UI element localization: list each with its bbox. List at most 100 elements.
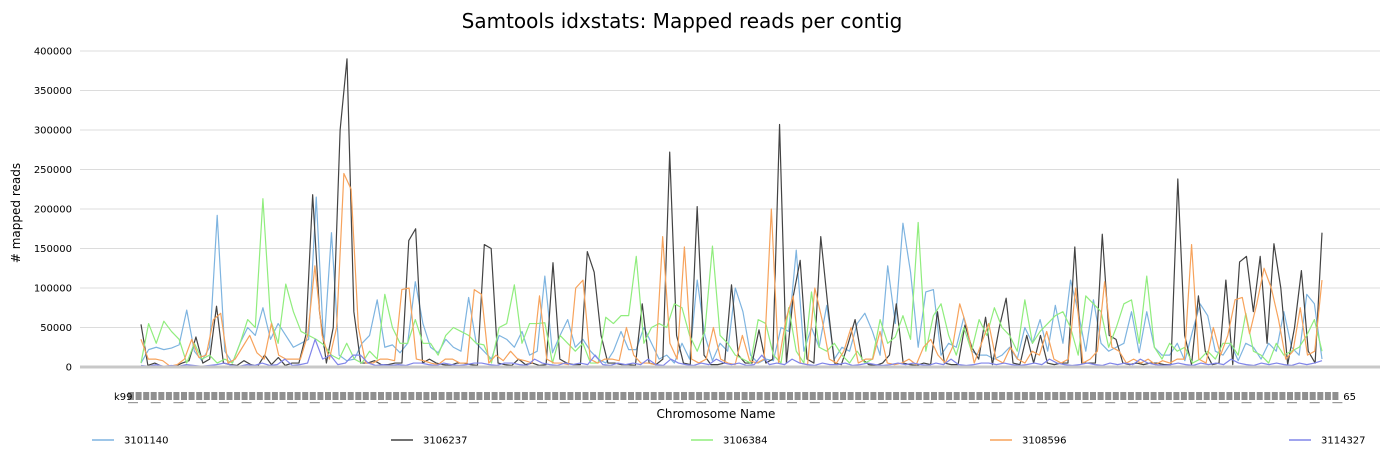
x-tick-label-overlap (461, 392, 468, 400)
x-tick-label-overlap (567, 392, 574, 400)
x-tick-label-overlap (915, 392, 922, 400)
chart-title: Samtools idxstats: Mapped reads per cont… (462, 9, 903, 33)
x-tick-label-overlap (241, 392, 248, 400)
y-tick-label: 150000 (34, 244, 72, 255)
x-tick-label-overlap (256, 392, 263, 400)
x-tick-label-overlap (1218, 402, 1229, 404)
x-tick-label-overlap (1143, 392, 1150, 400)
legend-item-3101140[interactable]: 3101140 (92, 436, 169, 447)
x-tick-label-overlap (491, 392, 498, 400)
x-tick-label-overlap (552, 392, 559, 400)
y-tick-label: 350000 (34, 86, 72, 97)
x-tick-label-overlap (521, 392, 528, 400)
x-tick-label-overlap (1332, 402, 1343, 404)
x-tick-label-overlap (787, 402, 797, 404)
x-tick-label-overlap (1324, 392, 1331, 400)
x-tick-label-overlap (574, 392, 581, 400)
x-tick-label-overlap (946, 392, 953, 400)
x-tick-label-overlap (931, 392, 937, 400)
x-tick-label-overlap (309, 392, 316, 400)
x-tick-label-overlap (1309, 392, 1316, 400)
x-tick-label-overlap (771, 392, 778, 400)
x-tick-label-overlap (590, 392, 597, 400)
x-tick-label-overlap (1029, 392, 1036, 400)
x-tick-label-overlap (514, 402, 525, 404)
x-tick-label-overlap (635, 392, 642, 400)
x-tick-label-overlap (718, 392, 725, 400)
x-tick-label-overlap (658, 392, 665, 400)
x-tick-label-overlap (1127, 392, 1134, 400)
x-tick-label-overlap (1317, 392, 1324, 400)
x-tick-label-overlap (1120, 392, 1127, 400)
series-line-3101140 (140, 196, 1323, 364)
x-tick-label-overlap (423, 392, 430, 400)
x-tick-label-overlap (900, 402, 911, 404)
x-tick-label-overlap (415, 392, 422, 400)
x-tick-label-overlap (628, 392, 634, 400)
x-tick-label-overlap (484, 392, 490, 400)
x-tick-label-overlap (612, 392, 619, 400)
series-line-3108596 (140, 172, 1323, 367)
legend-item-3106384[interactable]: 3106384 (691, 436, 768, 447)
x-tick-label-overlap (234, 392, 241, 400)
x-tick-label-overlap (491, 402, 502, 404)
x-tick-label-overlap (726, 392, 733, 400)
x-tick-label-overlap (877, 402, 888, 404)
legend-item-3114327[interactable]: 3114327 (1289, 436, 1366, 447)
x-tick-label-overlap (150, 402, 161, 404)
x-tick-label-overlap (226, 392, 233, 400)
x-tick-label-overlap (764, 392, 771, 400)
x-tick-label-overlap (287, 402, 298, 404)
x-tick-label-overlap (355, 392, 362, 400)
x-tick-label-overlap (537, 392, 543, 400)
x-tick-label-overlap (506, 392, 513, 400)
x-tick-label-overlap (809, 392, 816, 400)
x-tick-label-overlap (862, 392, 869, 400)
x-tick-label-overlap (294, 392, 301, 400)
y-tick-label: 50000 (40, 323, 72, 334)
x-tick-label-overlap (900, 392, 907, 400)
x-tick-label-overlap (711, 392, 718, 400)
legend-item-3106237[interactable]: 3106237 (391, 436, 468, 447)
x-tick-label-overlap (385, 392, 392, 400)
x-tick-label-overlap (499, 392, 506, 400)
x-tick-label-overlap (400, 392, 407, 400)
x-tick-label-overlap (476, 392, 483, 400)
x-tick-label-overlap (378, 392, 384, 400)
x-tick-label-overlap (1249, 392, 1256, 400)
x-tick-label-overlap (673, 402, 684, 404)
legend-item-3108596[interactable]: 3108596 (990, 436, 1067, 447)
x-tick-label-overlap (446, 402, 457, 404)
series-line-3114327 (140, 338, 1323, 367)
x-tick-label-overlap (1127, 402, 1138, 404)
x-tick-label-overlap (877, 392, 884, 400)
x-tick-label-overlap (696, 392, 703, 400)
legend-label: 3106384 (723, 436, 768, 447)
x-axis-label: Chromosome Name (657, 407, 776, 421)
x-tick-label-overlap (741, 402, 752, 404)
x-tick-label-overlap (1196, 402, 1207, 404)
x-tick-label-overlap (749, 392, 756, 400)
x-tick-label-overlap (423, 402, 434, 404)
x-tick-label-overlap (840, 392, 847, 400)
grid-lines (80, 50, 1380, 328)
x-tick-label-overlap (582, 392, 589, 400)
legend-label: 3101140 (124, 436, 169, 447)
x-tick-label-overlap (893, 392, 900, 400)
x-tick-label-overlap (355, 402, 366, 404)
x-tick-label-overlap (196, 402, 207, 404)
x-tick-label-overlap (218, 392, 225, 400)
x-tick-label-overlap (431, 392, 437, 400)
x-tick-label-overlap (544, 392, 551, 400)
x-tick-label-overlap (347, 392, 354, 400)
x-tick-label-overlap (991, 392, 998, 400)
x-tick-label-overlap (218, 402, 229, 404)
x-tick-label-overlap (673, 392, 680, 400)
x-tick-label-overlap (908, 392, 915, 400)
x-tick-label-overlap (271, 392, 278, 400)
y-tick-label: 300000 (34, 126, 72, 137)
x-tick-label-overlap (1287, 392, 1293, 400)
x-tick-label-overlap (1264, 392, 1271, 400)
x-tick-label-overlap (1271, 392, 1278, 400)
x-tick-label-overlap (999, 392, 1006, 400)
